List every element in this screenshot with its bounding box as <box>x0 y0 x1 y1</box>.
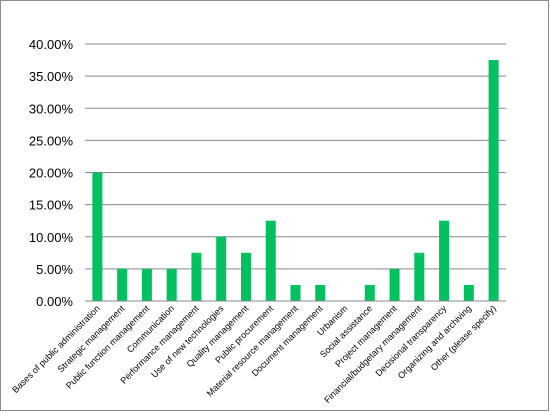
y-tick-label: 40.00% <box>29 37 74 52</box>
bar <box>439 220 450 301</box>
bar <box>166 268 177 301</box>
bar <box>240 252 251 301</box>
y-tick-label: 0.00% <box>36 294 73 309</box>
x-tick-label: Material resource management <box>205 303 301 399</box>
x-tick-label: Bases of public administration <box>10 303 102 395</box>
y-axis-tick-labels: 0.00% 5.00% 10.00% 15.00% 20.00% 25.00% 30.00%… <box>29 37 74 309</box>
bar <box>191 252 202 301</box>
bar <box>463 284 474 301</box>
y-tick-label: 5.00% <box>36 262 73 277</box>
bar <box>92 172 103 301</box>
bar <box>290 284 301 301</box>
y-tick-label: 35.00% <box>29 69 74 84</box>
gridlines <box>85 43 506 270</box>
y-tick-label: 15.00% <box>29 198 74 213</box>
y-tick-label: 20.00% <box>29 166 74 181</box>
y-tick-label: 10.00% <box>29 230 74 245</box>
bar <box>488 60 499 301</box>
bar <box>141 268 152 301</box>
bar <box>265 220 276 301</box>
bar <box>364 284 375 301</box>
bar <box>216 236 227 301</box>
bar <box>315 284 326 301</box>
bar <box>389 268 400 301</box>
bar <box>414 252 425 301</box>
y-tick-label: 25.00% <box>29 133 74 148</box>
y-tick-label: 30.00% <box>29 101 74 116</box>
bars <box>92 60 499 301</box>
bar <box>117 268 128 301</box>
x-axis-tick-labels: Bases of public administrationStrategic … <box>10 303 498 405</box>
